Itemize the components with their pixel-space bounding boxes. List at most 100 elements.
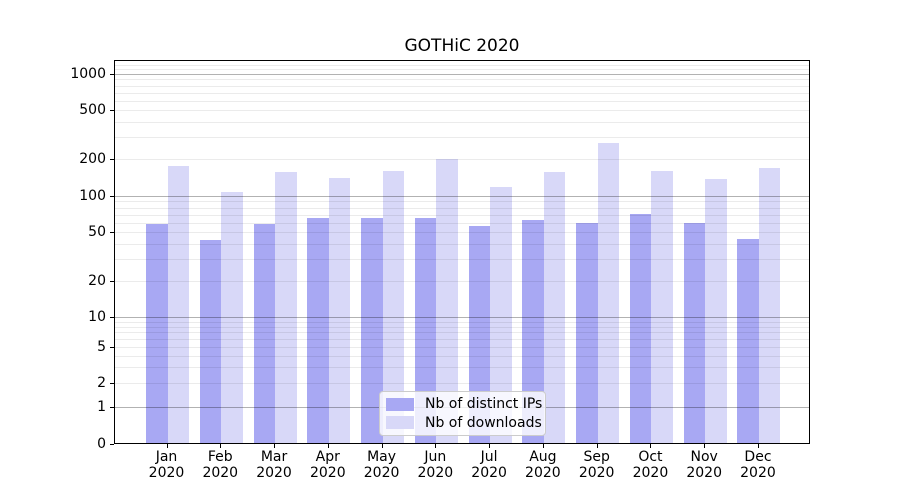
y-tick-label: 50 <box>88 224 106 240</box>
bar-downloads <box>382 170 405 443</box>
y-tick-mark <box>110 232 114 233</box>
bar-downloads <box>543 172 566 443</box>
x-tick-label: Dec 2020 <box>740 449 776 481</box>
bar-downloads <box>328 177 351 443</box>
x-tick-mark <box>596 444 598 448</box>
legend-label-downloads: Nb of downloads <box>425 414 542 431</box>
gridline <box>115 196 809 197</box>
bar-distinct-ips <box>683 222 706 443</box>
gridline <box>115 214 809 216</box>
y-tick-label: 20 <box>88 273 106 289</box>
gridline <box>115 367 809 369</box>
x-tick-mark <box>435 444 437 448</box>
y-tick-mark <box>110 347 114 348</box>
bar-downloads <box>490 186 512 443</box>
plot-area <box>114 60 810 444</box>
y-tick-mark <box>110 110 114 111</box>
x-tick-label: Apr 2020 <box>309 449 346 481</box>
bar-downloads <box>758 167 781 443</box>
gridline <box>115 110 809 111</box>
y-tick-mark <box>110 74 114 75</box>
bar-distinct-ips <box>629 213 652 443</box>
y-tick-mark <box>110 159 114 160</box>
x-tick-label: Aug 2020 <box>525 449 561 481</box>
bar-distinct-ips <box>307 218 329 443</box>
bar-downloads <box>597 143 620 443</box>
x-tick-label: Nov 2020 <box>686 449 722 481</box>
x-tick-label: Oct 2020 <box>632 449 669 481</box>
x-tick-label: Mar 2020 <box>256 449 292 481</box>
gridline <box>115 339 809 341</box>
gridline <box>115 92 809 94</box>
x-tick-mark <box>166 444 168 448</box>
bar-distinct-ips <box>253 224 276 443</box>
bar-distinct-ips <box>199 240 222 443</box>
gridline <box>115 259 809 261</box>
gridline <box>115 85 809 87</box>
legend-swatch-downloads <box>386 416 414 430</box>
gridline <box>115 121 809 123</box>
gridline <box>115 137 809 139</box>
x-tick-label: Jan 2020 <box>148 449 185 481</box>
bar-distinct-ips <box>414 217 437 443</box>
x-tick-mark <box>650 444 652 448</box>
bar-downloads <box>651 170 673 443</box>
x-tick-label: May 2020 <box>363 449 400 481</box>
y-tick-mark <box>110 281 114 282</box>
x-tick-label: Sep 2020 <box>578 449 615 481</box>
chart-title: GOTHiC 2020 <box>404 36 520 56</box>
legend-item-distinct-ips: Nb of distinct IPs <box>386 395 542 414</box>
legend: Nb of distinct IPs Nb of downloads <box>379 391 546 436</box>
gridline <box>115 243 809 245</box>
x-tick-mark <box>381 444 383 448</box>
y-tick-mark <box>110 317 114 318</box>
y-tick-label: 2 <box>97 375 106 391</box>
bar-distinct-ips <box>361 217 383 443</box>
gridline <box>115 281 809 282</box>
bar-distinct-ips <box>146 224 168 443</box>
gridline <box>115 383 809 384</box>
gridline <box>115 317 809 318</box>
legend-item-downloads: Nb of downloads <box>386 414 542 433</box>
gridline <box>115 64 809 66</box>
y-tick-label: 5 <box>97 339 106 355</box>
y-tick-label: 1000 <box>70 66 106 82</box>
y-tick-label: 0 <box>97 436 106 452</box>
x-tick-mark <box>327 444 329 448</box>
gridline <box>115 321 809 323</box>
gridline <box>115 60 809 62</box>
gridline <box>115 69 809 71</box>
gridline <box>115 207 809 209</box>
bar-distinct-ips <box>576 222 598 443</box>
gridline <box>115 74 809 75</box>
x-tick-mark <box>489 444 491 448</box>
x-tick-label: Feb 2020 <box>202 449 239 481</box>
y-tick-mark <box>110 196 114 197</box>
gridline <box>115 201 809 203</box>
x-tick-mark <box>542 444 544 448</box>
legend-swatch-distinct-ips <box>386 397 414 411</box>
x-tick-mark <box>220 444 222 448</box>
bar-distinct-ips <box>522 220 544 443</box>
bar-distinct-ips <box>468 226 491 443</box>
x-tick-label: Jul 2020 <box>471 449 507 481</box>
gridline <box>115 326 809 328</box>
y-tick-label: 10 <box>88 309 106 325</box>
bar-downloads <box>221 191 243 443</box>
bar-downloads <box>436 159 458 443</box>
gridline <box>115 332 809 334</box>
x-tick-mark <box>274 444 276 448</box>
y-tick-label: 200 <box>79 151 106 167</box>
y-tick-mark <box>110 407 114 408</box>
y-tick-mark <box>110 444 114 445</box>
y-tick-mark <box>110 383 114 384</box>
gridline <box>115 100 809 102</box>
gridline <box>115 79 809 81</box>
x-tick-label: Jun 2020 <box>417 449 454 481</box>
gridline <box>115 347 809 348</box>
bar-distinct-ips <box>737 238 759 443</box>
x-tick-mark <box>757 444 759 448</box>
y-tick-label: 1 <box>97 399 106 415</box>
gridline <box>115 159 809 160</box>
